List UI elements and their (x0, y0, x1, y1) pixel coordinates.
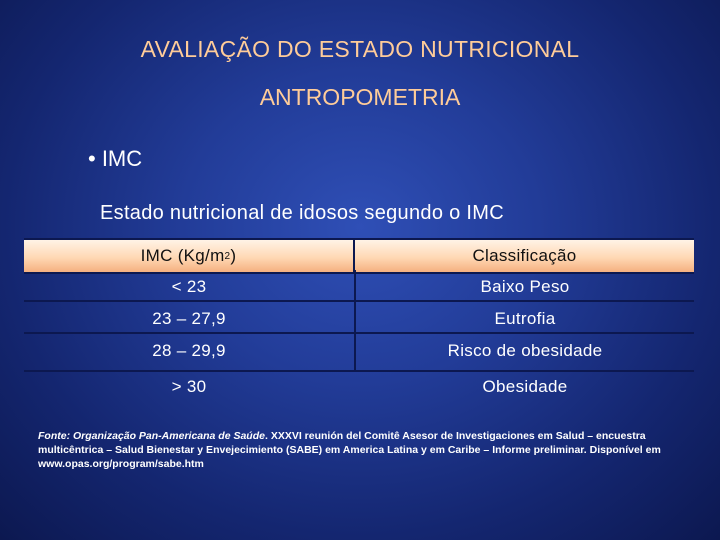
slide-subtitle: ANTROPOMETRIA (259, 84, 461, 110)
header-imc: IMC (Kg/m 2) (24, 240, 356, 272)
header-imc-text: IMC (Kg/m (140, 246, 225, 265)
row-divider (24, 332, 694, 334)
header-imc-superscript: 2 (224, 250, 231, 262)
table-cell-imc: < 23 (171, 277, 207, 296)
table-cell-classificacao: Baixo Peso (480, 277, 570, 296)
imc-table: IMC (Kg/m 2) Classificação (24, 238, 694, 274)
source-text: . XXXVI reunión del Comitê Asesor de Inv… (38, 430, 661, 470)
table-column-divider (354, 270, 356, 370)
slide-title: AVALIAÇÃO DO ESTADO NUTRICIONAL (140, 36, 580, 62)
header-classificacao: Classificação (472, 246, 577, 265)
bullet-imc: • IMC (88, 146, 143, 171)
table-title: Estado nutricional de idosos segundo o I… (100, 202, 504, 224)
table-cell-classificacao: Risco de obesidade (447, 341, 603, 360)
table-cell-imc: > 30 (171, 377, 207, 396)
table-cell-imc: 23 – 27,9 (152, 309, 226, 328)
row-divider (24, 300, 694, 302)
source-label: Fonte: Organização Pan-Americana de Saúd… (38, 430, 265, 442)
table-cell-classificacao: Eutrofia (494, 309, 556, 328)
row-divider (24, 370, 694, 372)
table-cell-classificacao: Obesidade (482, 377, 568, 396)
header-imc-close: ) (230, 246, 237, 265)
source-citation: Fonte: Organização Pan-Americana de Saúd… (38, 429, 698, 471)
table-cell-imc: 28 – 29,9 (152, 341, 226, 360)
table-header-row: IMC (Kg/m 2) Classificação (24, 238, 694, 274)
